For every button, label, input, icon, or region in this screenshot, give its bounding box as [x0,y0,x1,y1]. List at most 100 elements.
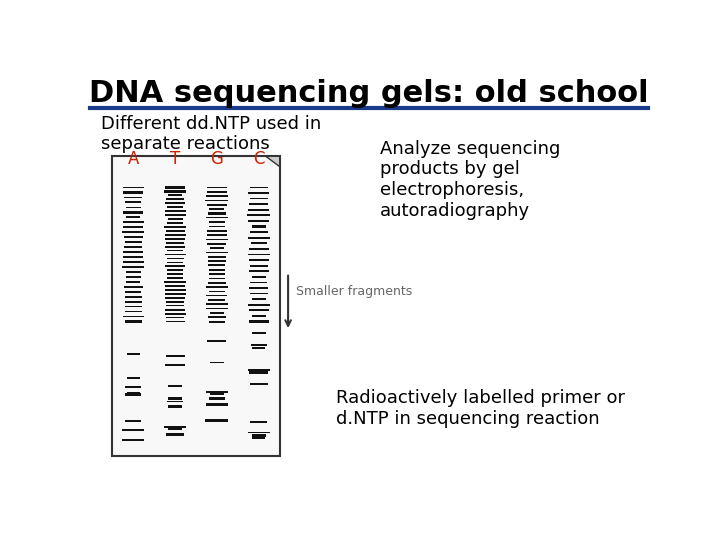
Bar [122,221,144,223]
Text: T: T [170,150,180,167]
Bar [164,426,186,428]
Bar [126,276,140,278]
Bar [164,190,186,193]
Bar [125,311,142,312]
Bar [209,269,225,271]
Bar [124,197,143,198]
Bar [122,266,144,268]
Bar [252,276,266,278]
Bar [249,271,269,272]
Bar [209,265,225,266]
Bar [166,305,184,307]
Bar [166,238,185,240]
Bar [206,217,228,218]
Bar [207,256,226,258]
Bar [168,218,183,220]
Bar [206,239,228,240]
Bar [125,420,141,422]
Bar [166,258,184,259]
Bar [166,186,185,188]
Bar [165,234,186,236]
Bar [166,230,184,232]
Bar [166,433,184,436]
Bar [206,195,228,197]
Bar [122,231,145,233]
Bar [112,156,280,456]
Bar [126,217,140,218]
Bar [167,269,184,271]
Bar [125,241,142,243]
Bar [124,237,143,238]
Bar [168,406,182,408]
Bar [249,287,269,289]
Bar [210,393,224,395]
Bar [126,281,140,283]
Bar [209,299,225,301]
Bar [206,286,228,288]
Text: C: C [253,150,264,167]
Bar [123,191,143,193]
Bar [127,377,140,379]
Bar [209,226,225,227]
Bar [123,226,143,228]
Text: Analyze sequencing
products by gel
electrophoresis,
autoradiography: Analyze sequencing products by gel elect… [380,140,561,220]
Bar [252,434,266,437]
Text: G: G [210,150,223,167]
Bar [167,250,183,251]
Bar [251,282,267,283]
Bar [167,401,183,402]
Bar [250,232,268,233]
Bar [249,371,269,374]
Bar [210,208,225,210]
Bar [166,198,184,200]
Bar [248,209,269,211]
Bar [166,301,184,303]
Bar [208,282,225,284]
Bar [248,254,269,255]
Bar [165,364,185,366]
Bar [210,362,224,363]
Bar [249,248,269,250]
Bar [207,212,226,214]
Bar [248,237,269,239]
Bar [253,436,265,438]
Bar [127,393,140,395]
Bar [166,242,184,244]
Bar [165,246,185,248]
Bar [125,201,141,204]
Bar [166,355,184,357]
Text: Different dd.NTP used in
separate reactions: Different dd.NTP used in separate reacti… [101,114,321,153]
Bar [207,243,226,245]
Bar [168,277,183,279]
Bar [252,332,266,334]
Bar [165,285,185,287]
Bar [168,385,182,387]
Bar [209,321,225,322]
Bar [252,315,266,317]
Bar [168,427,182,430]
Bar [123,256,143,258]
Bar [207,234,227,235]
Bar [248,309,269,312]
Bar [248,431,270,434]
Bar [167,273,183,275]
Bar [248,304,270,306]
Bar [126,271,140,273]
Bar [209,278,225,279]
Bar [165,309,185,311]
Bar [208,316,226,318]
Bar [206,391,228,393]
Bar [208,260,225,262]
Bar [206,403,228,406]
Bar [125,291,141,293]
Bar [248,214,270,217]
Bar [123,211,143,213]
Bar [122,429,144,431]
Bar [249,203,268,205]
Bar [206,308,228,309]
Bar [252,298,266,300]
Bar [252,347,266,348]
Bar [124,251,143,253]
Bar [125,246,142,248]
Bar [207,340,227,342]
